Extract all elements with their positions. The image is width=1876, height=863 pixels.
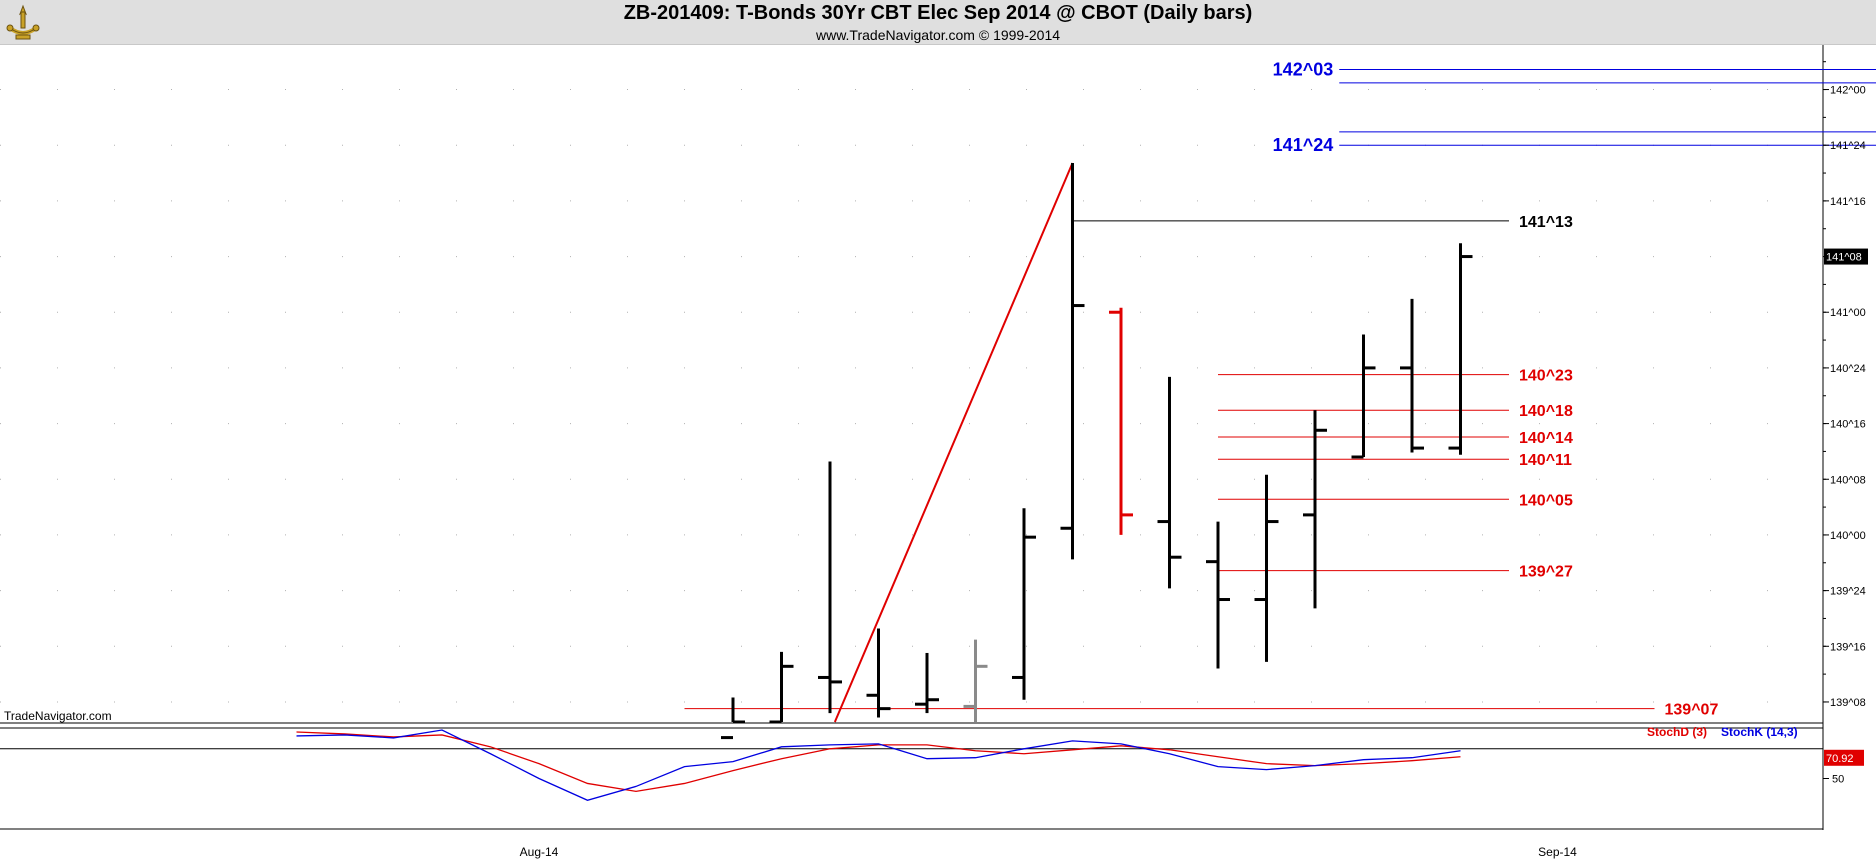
y-tick-label-142^00: 142^00: [1830, 85, 1866, 97]
level-label-140^23: 140^23: [1519, 368, 1573, 385]
level-label-141^13: 141^13: [1519, 214, 1573, 231]
ohlc-bar-8: [1109, 307, 1133, 535]
ohlc-bar-11: [1254, 474, 1279, 662]
y-tick-label-141^24: 141^24: [1830, 140, 1866, 152]
ohlc-bar-1: [769, 651, 794, 724]
x-tick-label-Aug-14: Aug-14: [520, 845, 559, 859]
ohlc-bar-15: [1448, 243, 1473, 455]
level-label-142^03: 142^03: [1273, 59, 1334, 79]
stochd-legend: StochD (3): [1647, 725, 1707, 739]
ohlc-bar-0: [721, 697, 745, 740]
ohlc-bar-2: [818, 461, 842, 714]
ohlc-bar-12: [1303, 410, 1327, 609]
y-tick-label-141^16: 141^16: [1830, 196, 1866, 208]
stoch-y-tick-label-50: 50: [1832, 774, 1844, 786]
y-tick-label-140^24: 140^24: [1830, 363, 1866, 375]
y-tick-label-139^08: 139^08: [1830, 697, 1866, 709]
x-tick-label-Sep-14: Sep-14: [1538, 845, 1577, 859]
chart-title: ZB-201409: T-Bonds 30Yr CBT Elec Sep 201…: [623, 2, 1253, 24]
ohlc-bar-9: [1157, 376, 1182, 589]
ohlc-bar-14: [1400, 298, 1424, 453]
stoch-series-d: [296, 731, 1461, 793]
ohlc-bar-4: [915, 652, 939, 714]
trade-navigator-logo-icon: [2, 2, 44, 42]
y-tick-label-139^16: 139^16: [1830, 641, 1866, 653]
watermark-text: TradeNavigator.com: [4, 709, 112, 723]
level-label-139^27: 139^27: [1519, 564, 1573, 581]
ohlc-bar-7: [1060, 163, 1085, 560]
stochd-last-value-label: 70.92: [1826, 753, 1854, 765]
level-label-140^14: 140^14: [1519, 430, 1573, 447]
stochd-last-value-marker: [1824, 749, 1864, 766]
ohlc-bar-3: [866, 628, 891, 718]
ohlc-bar-5: [963, 639, 988, 722]
ohlc-bar-6: [1012, 508, 1036, 700]
stochk-legend: StochK (14,3): [1721, 725, 1798, 739]
y-tick-label-140^16: 140^16: [1830, 419, 1866, 431]
chart-subtitle: www.TradeNavigator.com © 1999-2014: [815, 27, 1061, 43]
trendline: [833, 162, 1074, 723]
chart-header: ZB-201409: T-Bonds 30Yr CBT Elec Sep 201…: [0, 0, 1876, 45]
level-label-140^11: 140^11: [1519, 452, 1572, 469]
level-label-140^18: 140^18: [1519, 403, 1573, 420]
y-tick-label-141^00: 141^00: [1830, 307, 1866, 319]
stoch-series-k: [296, 729, 1461, 801]
y-tick-label-140^00: 140^00: [1830, 530, 1866, 542]
current-price-marker: [1824, 248, 1868, 265]
level-label-139^07: 139^07: [1665, 702, 1719, 719]
level-label-141^24: 141^24: [1273, 135, 1334, 155]
y-tick-label-140^08: 140^08: [1830, 474, 1866, 486]
ohlc-bar-10: [1206, 521, 1230, 669]
current-price-label: 141^08: [1826, 252, 1862, 264]
y-tick-label-139^24: 139^24: [1830, 586, 1866, 598]
ohlc-bar-13: [1351, 334, 1376, 459]
level-label-140^05: 140^05: [1519, 492, 1573, 509]
